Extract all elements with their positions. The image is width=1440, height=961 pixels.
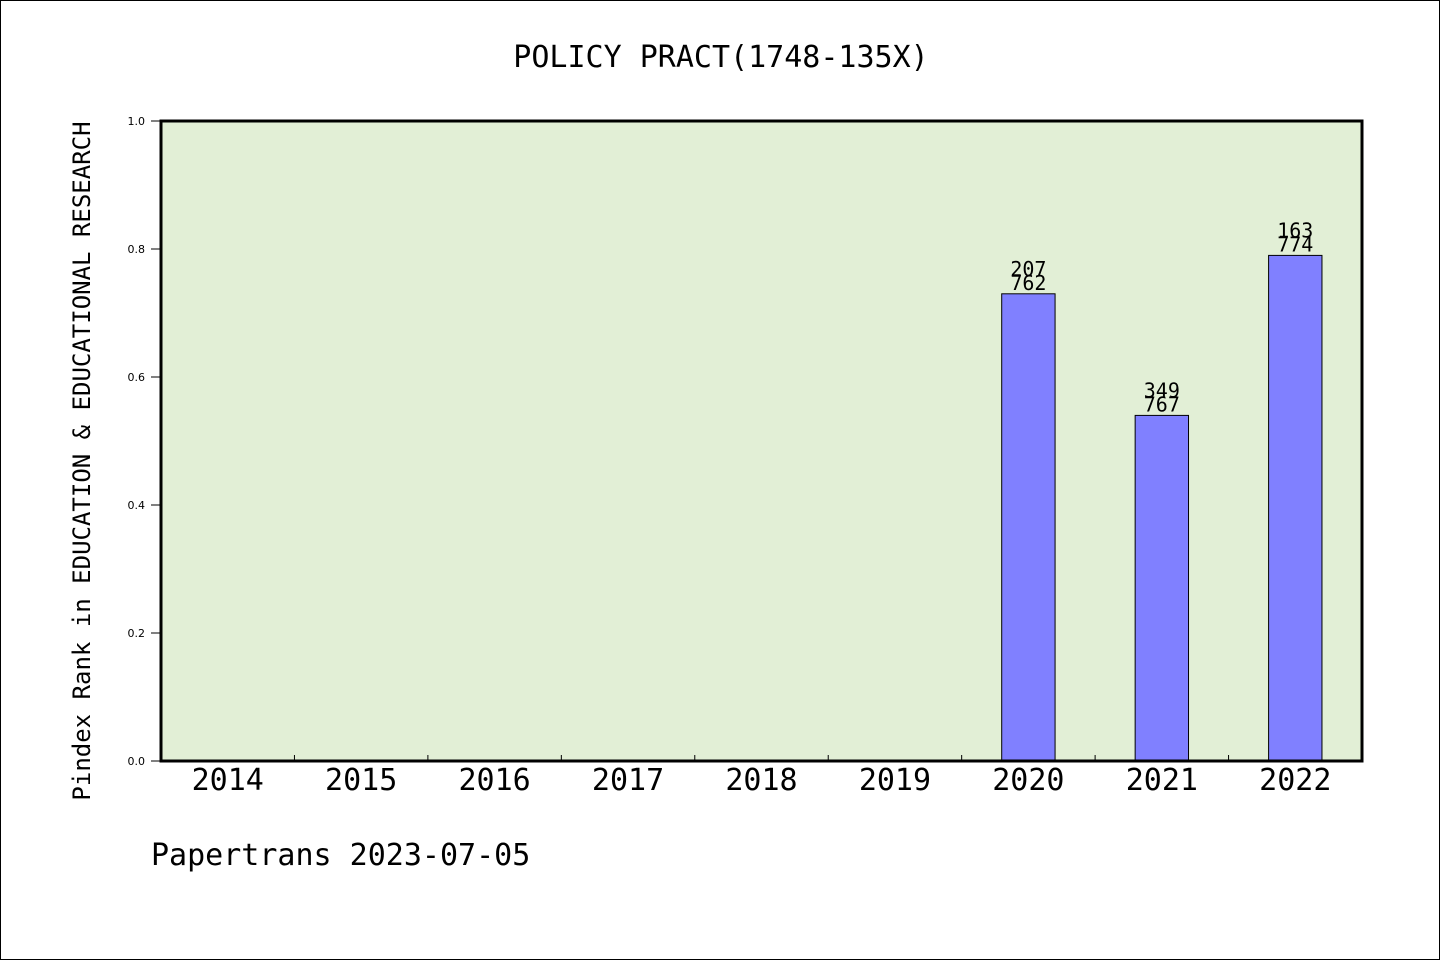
x-tick-label: 2014 (192, 763, 264, 798)
y-tick-label: 0.8 (128, 243, 146, 256)
y-tick-label: 1.0 (128, 115, 146, 128)
plot-border (159, 119, 1364, 763)
chart-title: POLICY PRACT(1748-135X) (513, 40, 928, 75)
bar-label-top: 163 (1277, 218, 1313, 242)
x-tick-label: 2017 (592, 763, 664, 798)
bars-group (1001, 254, 1323, 762)
bar (1001, 293, 1056, 762)
x-tick-label: 2022 (1259, 763, 1331, 798)
bar-label-bottom: 767 (1144, 392, 1180, 416)
footer-text: Papertrans 2023-07-05 (151, 838, 530, 873)
x-tick-label: 2019 (859, 763, 931, 798)
y-tick-label: 0.0 (128, 755, 146, 768)
x-tick-label: 2016 (458, 763, 530, 798)
y-ticks-group: 0.0 0.2 0.4 0.6 0.8 1.0 (128, 115, 161, 768)
x-ticks-group: 2014 2015 2016 2017 2018 2019 2020 2021 2022 (192, 755, 1331, 798)
x-tick-label: 2021 (1126, 763, 1198, 798)
bar-label-top: 349 (1144, 378, 1180, 402)
bar (1268, 254, 1323, 762)
y-axis-label: Pindex Rank in EDUCATION & EDUCATIONAL R… (68, 121, 96, 800)
bar-label-top: 207 (1010, 257, 1046, 281)
x-tick-label: 2015 (325, 763, 397, 798)
bar-label-bottom: 774 (1277, 232, 1313, 256)
bar-label-bottom: 762 (1010, 271, 1046, 295)
x-tick-label: 2018 (725, 763, 797, 798)
y-tick-label: 0.2 (128, 627, 146, 640)
y-tick-label: 0.6 (128, 371, 146, 384)
x-tick-label: 2020 (992, 763, 1064, 798)
bar (1134, 414, 1190, 762)
y-tick-label: 0.4 (128, 499, 146, 512)
